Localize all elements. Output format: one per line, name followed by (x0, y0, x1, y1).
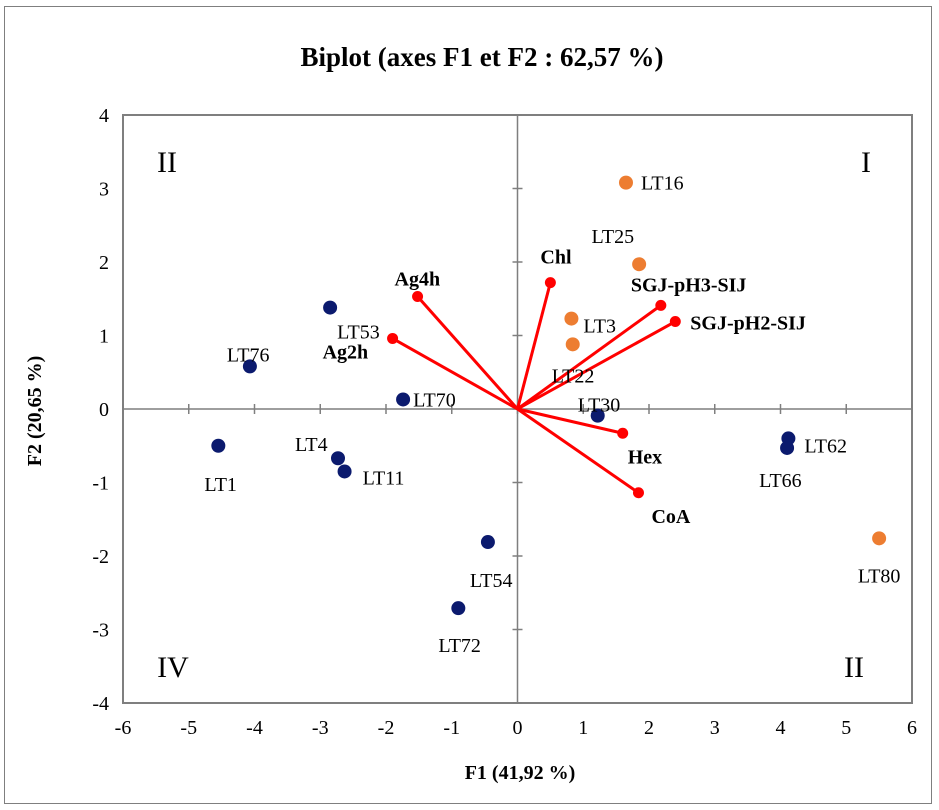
variable-label: CoA (651, 506, 690, 528)
variable-point (669, 316, 681, 328)
variable-vector (516, 320, 677, 411)
variable-vector (516, 304, 662, 411)
y-tick-label: 0 (99, 399, 109, 421)
y-tick-label: 3 (99, 179, 109, 201)
observation-label: LT54 (470, 570, 513, 592)
observation-label: LT53 (337, 322, 380, 344)
quadrant-label: IV (157, 651, 189, 684)
variable-label: SGJ-pH2-SIJ (690, 313, 806, 335)
x-tick-label: -1 (443, 717, 460, 739)
x-tick-label: 4 (776, 717, 786, 739)
x-tick-label: -2 (378, 717, 395, 739)
observation-point (331, 451, 346, 466)
variable-point (617, 427, 629, 439)
variable-point (632, 487, 644, 499)
variable-label: SGJ-pH3-SIJ (631, 274, 747, 296)
observation-label: LT66 (759, 470, 802, 492)
chart-title: Biplot (axes F1 et F2 : 62,57 %) (301, 42, 664, 72)
y-tick-label: -2 (92, 546, 109, 568)
chart-frame (4, 6, 932, 804)
quadrant-label: II (157, 146, 177, 179)
observation-point (323, 300, 338, 315)
observation-point (564, 311, 579, 326)
variable-label: Hex (628, 446, 662, 468)
variable-point (387, 332, 399, 344)
x-axis-label: F1 (41,92 %) (465, 762, 576, 784)
observation-label: LT16 (641, 173, 684, 195)
variable-point (544, 277, 556, 289)
observation-point (590, 408, 605, 423)
y-tick-label: 4 (99, 105, 109, 127)
variable-label: Chl (540, 247, 572, 269)
x-tick-label: -5 (180, 717, 197, 739)
x-tick-label: 0 (513, 717, 523, 739)
observation-label: LT1 (204, 474, 237, 496)
variable-label: Ag4h (395, 269, 441, 291)
observation-label: LT76 (227, 344, 270, 366)
variable-point (412, 291, 424, 303)
x-tick-label: 2 (644, 717, 654, 739)
observation-point (451, 601, 466, 616)
observation-label: LT70 (413, 389, 456, 411)
y-tick-label: -1 (92, 473, 109, 495)
observation-label: LT30 (578, 395, 621, 417)
quadrant-label: I (861, 146, 871, 179)
observation-point (618, 175, 633, 190)
observation-point (337, 464, 352, 479)
variable-vector (516, 407, 640, 495)
x-tick-label: 1 (578, 717, 588, 739)
observation-point (632, 257, 647, 272)
y-tick-label: -3 (92, 620, 109, 642)
observation-label: LT62 (804, 435, 847, 457)
variable-point (655, 299, 667, 311)
x-tick-label: -6 (115, 717, 132, 739)
x-tick-label: -3 (312, 717, 329, 739)
x-tick-label: -4 (246, 717, 263, 739)
observation-label: LT3 (583, 316, 616, 338)
observation-label: LT25 (592, 226, 635, 248)
observation-point (480, 535, 495, 550)
variable-vector (517, 407, 624, 435)
observation-point (211, 438, 226, 453)
observation-point (396, 392, 411, 407)
y-tick-label: 1 (99, 326, 109, 348)
observation-label: LT22 (552, 365, 595, 387)
y-tick-label: 2 (99, 252, 109, 274)
observation-point (872, 531, 887, 546)
x-tick-label: 5 (841, 717, 851, 739)
variable-vector (516, 282, 552, 410)
observation-point (780, 440, 795, 455)
variable-vector (391, 337, 519, 411)
x-tick-label: 3 (710, 717, 720, 739)
observation-point (565, 337, 580, 352)
variable-vector (416, 295, 519, 410)
observation-label: LT80 (858, 565, 901, 587)
observation-label: LT72 (438, 635, 481, 657)
observation-point (242, 359, 257, 374)
y-axis-label: F2 (20,65 %) (24, 356, 46, 467)
y-tick-label: -4 (92, 693, 109, 715)
observation-label: LT4 (295, 434, 328, 456)
variable-label: Ag2h (323, 341, 369, 363)
observation-label: LT11 (363, 467, 405, 489)
plot-area: -6 -5 -4 -3 -2 -1 0 1 2 3 4 5 6-4-3-2-101234IIIIIIVC… (92, 105, 917, 739)
x-tick-label: 6 (907, 717, 917, 739)
quadrant-label: II (844, 651, 864, 684)
